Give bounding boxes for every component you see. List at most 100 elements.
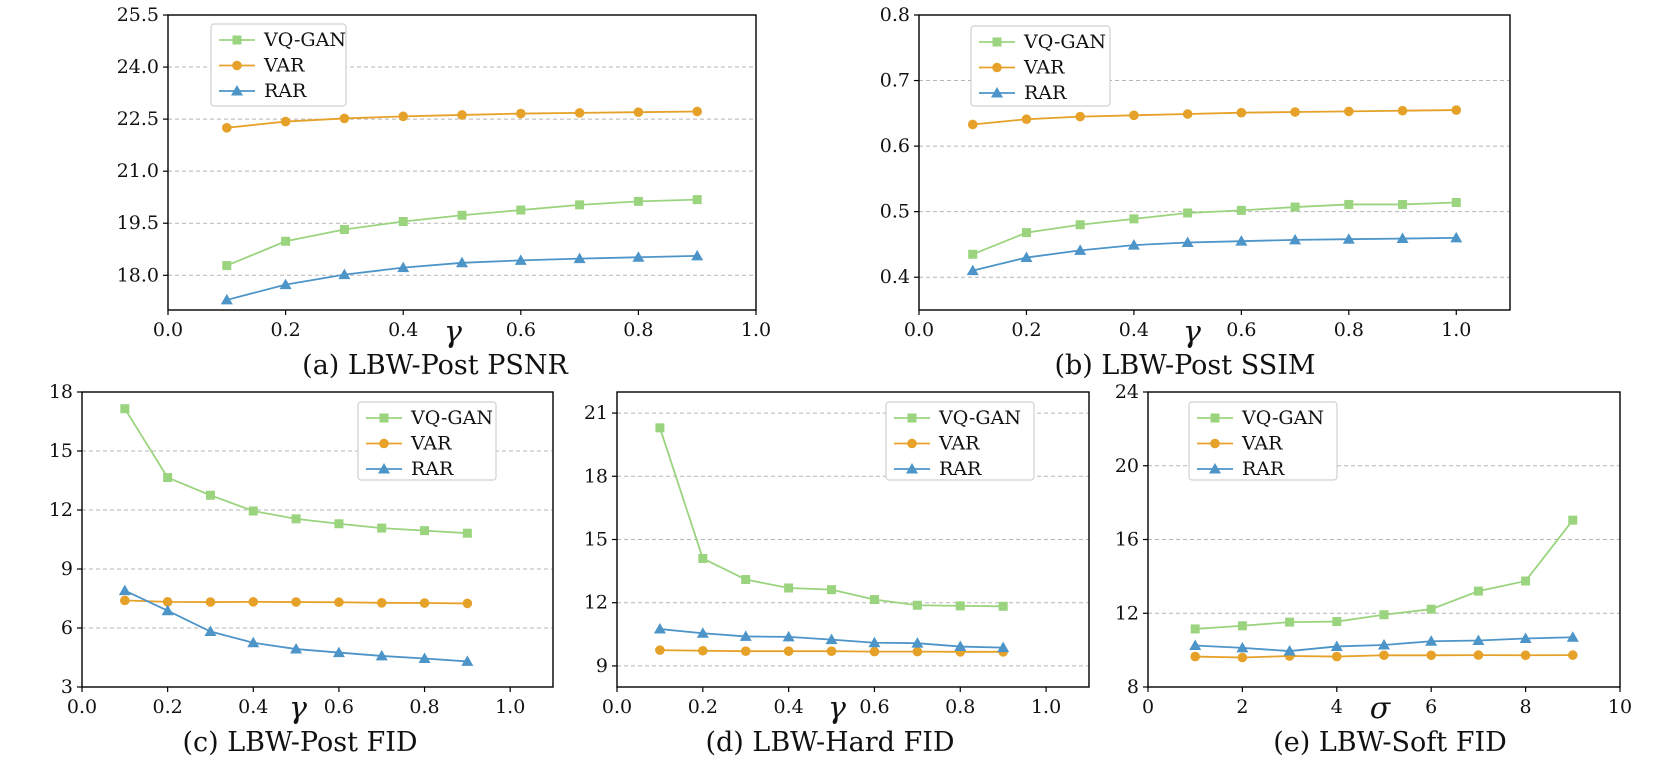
data-point-vq-gan — [1290, 202, 1300, 212]
x-tick-label: 0.6 — [1226, 319, 1256, 341]
data-point-rar — [204, 625, 217, 637]
legend-label-vq-gan: VQ-GAN — [938, 407, 1021, 429]
data-point-var — [205, 597, 216, 607]
data-point-rar — [375, 649, 388, 661]
plot-frame — [616, 391, 1090, 688]
x-tick-label: 0.6 — [859, 696, 889, 718]
data-point-var — [376, 598, 387, 608]
x-tick-label: 0.2 — [153, 696, 183, 718]
panel-caption: (b) LBW-Post SSIM — [1054, 350, 1315, 381]
data-point-var — [1568, 650, 1578, 660]
legend-marker-vq-gan — [1210, 413, 1220, 423]
x-tick-label: 10 — [1608, 696, 1632, 718]
legend-box — [1188, 401, 1338, 481]
data-point-rar — [461, 655, 474, 666]
data-point-vq-gan — [1379, 610, 1389, 620]
data-point-vq-gan — [784, 583, 794, 593]
legend-label-var: VAR — [938, 433, 980, 455]
data-point-vq-gan — [1568, 515, 1578, 525]
data-point-var — [462, 598, 473, 609]
x-tick-label: 0.8 — [623, 319, 653, 341]
data-point-var — [398, 111, 409, 122]
data-point-rar — [1074, 244, 1087, 255]
data-point-vq-gan — [420, 526, 430, 536]
data-point-rar — [632, 251, 645, 262]
legend: VQ-GAN VAR RAR — [1188, 401, 1338, 481]
legend: VQ-GAN VAR RAR — [357, 401, 497, 481]
data-point-vq-gan — [1521, 576, 1531, 586]
legend-marker-var — [232, 60, 242, 71]
data-point-rar — [279, 278, 292, 290]
x-tick-label: 0.2 — [1011, 319, 1041, 341]
legend-marker-rar — [991, 87, 1003, 98]
data-point-rar — [696, 627, 709, 638]
y-tick-label: 21 — [584, 402, 608, 424]
legend-label-vq-gan: VQ-GAN — [1241, 407, 1324, 429]
data-point-rar — [118, 584, 131, 596]
data-point-rar — [456, 256, 468, 268]
data-point-rar — [1472, 634, 1485, 646]
data-point-var — [633, 107, 644, 117]
legend-label-var: VAR — [1241, 433, 1283, 455]
x-tick-label: 0.8 — [945, 696, 975, 718]
data-point-var — [692, 106, 702, 117]
data-point-rar — [825, 633, 838, 645]
data-point-vq-gan — [222, 261, 232, 271]
y-tick-label: 19.5 — [117, 212, 159, 234]
y-tick-label: 0.4 — [880, 266, 910, 288]
data-point-vq-gan — [1237, 621, 1247, 631]
data-point-vq-gan — [1075, 220, 1085, 230]
y-tick-label: 25.5 — [117, 4, 159, 26]
data-point-var — [574, 108, 585, 118]
data-point-vq-gan — [1451, 197, 1461, 207]
data-point-rar — [1283, 645, 1296, 656]
data-point-var — [1397, 105, 1408, 116]
y-tick-label: 6 — [61, 617, 73, 639]
legend-label-rar: RAR — [939, 458, 982, 480]
x-tick-label: 8 — [1520, 696, 1532, 718]
data-point-var — [1426, 650, 1436, 661]
panel-caption: (a) LBW-Post PSNR — [302, 350, 568, 381]
x-axis-symbol: γ — [828, 691, 846, 726]
chart-panel-1: 18.0 19.5 21.0 22.5 24.0 25.5 0.0 0.2 0.4 0.6 0.8 1… — [117, 4, 771, 381]
data-point-var — [826, 646, 837, 656]
legend-label-vq-gan: VQ-GAN — [1023, 31, 1106, 53]
x-axis-symbol: γ — [1183, 315, 1201, 350]
data-point-rar — [1450, 231, 1463, 243]
chart-panel-4: 9 12 15 18 21 0.0 0.2 0.4 0.6 0.8 1.0 VQ-GAN VAR RAR γ… — [584, 391, 1090, 758]
x-axis-symbol: γ — [289, 691, 307, 726]
y-tick-label: 24.0 — [117, 56, 159, 78]
data-point-rar — [247, 636, 260, 648]
legend-label-rar: RAR — [411, 458, 454, 480]
panel-caption: (d) LBW-Hard FID — [705, 727, 954, 758]
legend-marker-rar — [906, 463, 918, 474]
data-point-rar — [997, 641, 1010, 653]
y-tick-label: 22.5 — [117, 108, 159, 130]
legend-label-vq-gan: VQ-GAN — [263, 29, 346, 51]
y-tick-label: 3 — [61, 676, 73, 698]
data-point-var — [740, 646, 751, 656]
legend-marker-vq-gan — [907, 413, 917, 423]
data-point-vq-gan — [516, 205, 526, 215]
series-line-vq-gan — [226, 198, 698, 267]
legend-box — [970, 25, 1111, 107]
data-point-var — [162, 597, 173, 607]
data-point-rar — [1425, 635, 1438, 646]
data-point-vq-gan — [334, 519, 344, 529]
panel-caption: (c) LBW-Post FID — [182, 727, 417, 758]
data-point-rar — [418, 652, 431, 663]
y-tick-label: 21.0 — [117, 160, 159, 182]
data-point-rar — [1289, 233, 1302, 245]
data-point-vq-gan — [1426, 604, 1436, 614]
x-tick-label: 0.6 — [506, 319, 536, 341]
legend-marker-rar — [1209, 463, 1221, 474]
chart-panel-2: 0.40.50.60.70.80.0 0.2 0.4 0.6 0.8 1.0VQ-GANV… — [880, 4, 1511, 381]
y-tick-label: 12 — [49, 499, 73, 521]
data-point-rar — [1189, 639, 1202, 651]
y-tick-label: 20 — [1115, 455, 1139, 477]
data-point-rar — [1235, 235, 1248, 246]
y-tick-label: 8 — [1127, 676, 1139, 698]
data-point-var — [516, 108, 526, 119]
data-point-rar — [1519, 632, 1532, 644]
data-point-vq-gan — [575, 200, 585, 210]
